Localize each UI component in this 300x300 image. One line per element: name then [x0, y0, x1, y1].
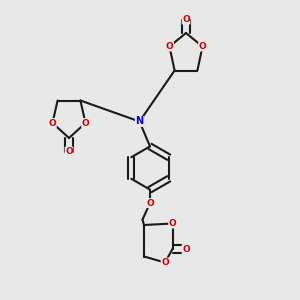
Text: O: O — [182, 15, 190, 24]
Text: O: O — [161, 258, 169, 267]
Text: O: O — [146, 199, 154, 208]
Text: O: O — [82, 118, 89, 127]
Text: O: O — [182, 244, 190, 253]
Text: O: O — [166, 42, 173, 51]
Text: O: O — [169, 219, 176, 228]
Text: O: O — [199, 42, 206, 51]
Text: N: N — [135, 116, 144, 127]
Text: O: O — [65, 147, 73, 156]
Text: O: O — [49, 118, 56, 127]
